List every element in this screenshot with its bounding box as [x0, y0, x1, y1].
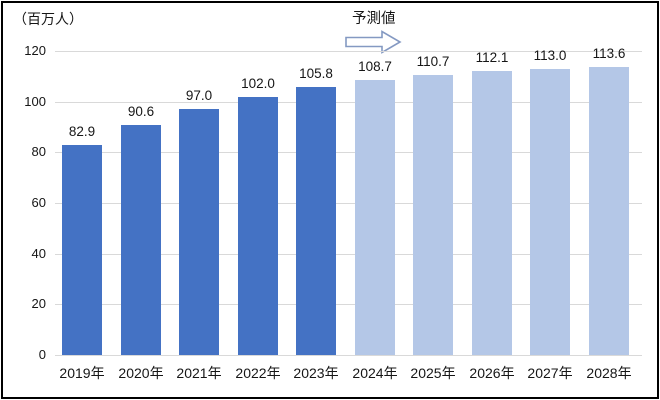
x-axis-tick-label: 2021年 [176, 365, 222, 381]
forecast-annotation-label: 予測値 [352, 11, 396, 27]
gridline-y-20 [55, 304, 642, 305]
bar-2023年 [296, 87, 336, 355]
y-axis-tick-label: 20 [31, 296, 46, 311]
bar-2021年 [179, 109, 219, 355]
bar-2022年 [238, 97, 278, 355]
x-axis-tick-label: 2024年 [352, 365, 398, 381]
y-axis-tick-label: 60 [31, 195, 46, 210]
gridline-y-60 [55, 203, 642, 204]
y-axis-unit-label: （百万人） [13, 11, 83, 27]
data-label: 97.0 [185, 88, 213, 103]
x-axis-tick-label: 2019年 [59, 365, 105, 381]
y-axis-tick-label: 80 [31, 144, 46, 159]
y-axis-tick-label: 40 [31, 246, 46, 261]
bar-2024年 [355, 80, 395, 355]
y-axis-tick-label: 120 [24, 43, 46, 58]
data-label: 90.6 [127, 104, 155, 119]
x-axis-tick-label: 2026年 [469, 365, 515, 381]
data-label: 113.6 [592, 46, 626, 61]
bar-2019年 [62, 145, 102, 355]
data-label: 108.7 [358, 59, 392, 74]
gridline-y-100 [55, 102, 642, 103]
x-axis-tick-label: 2025年 [410, 365, 456, 381]
x-axis-tick-label: 2022年 [235, 365, 281, 381]
data-label: 105.8 [299, 66, 333, 81]
x-axis-tick-label: 2020年 [118, 365, 164, 381]
data-label: 102.0 [241, 76, 275, 91]
data-label: 112.1 [475, 50, 509, 65]
gridline-y-120 [55, 51, 642, 52]
gridline-y-80 [55, 152, 642, 153]
bar-2026年 [472, 71, 512, 355]
x-axis-tick-label: 2027年 [527, 365, 573, 381]
data-label: 113.0 [533, 48, 567, 63]
y-axis-tick-label: 0 [38, 347, 46, 362]
x-axis-tick-label: 2023年 [293, 365, 339, 381]
bar-2025年 [413, 75, 453, 355]
bar-2028年 [589, 67, 629, 355]
right-block-arrow-icon [345, 30, 402, 54]
x-axis-tick-label: 2028年 [586, 365, 632, 381]
bar-2020年 [121, 125, 161, 355]
data-label: 110.7 [416, 54, 450, 69]
data-label: 82.9 [68, 124, 96, 139]
gridline-y-0 [55, 355, 642, 356]
gridline-y-40 [55, 254, 642, 255]
bar-2027年 [530, 69, 570, 355]
y-axis-tick-label: 100 [24, 94, 46, 109]
